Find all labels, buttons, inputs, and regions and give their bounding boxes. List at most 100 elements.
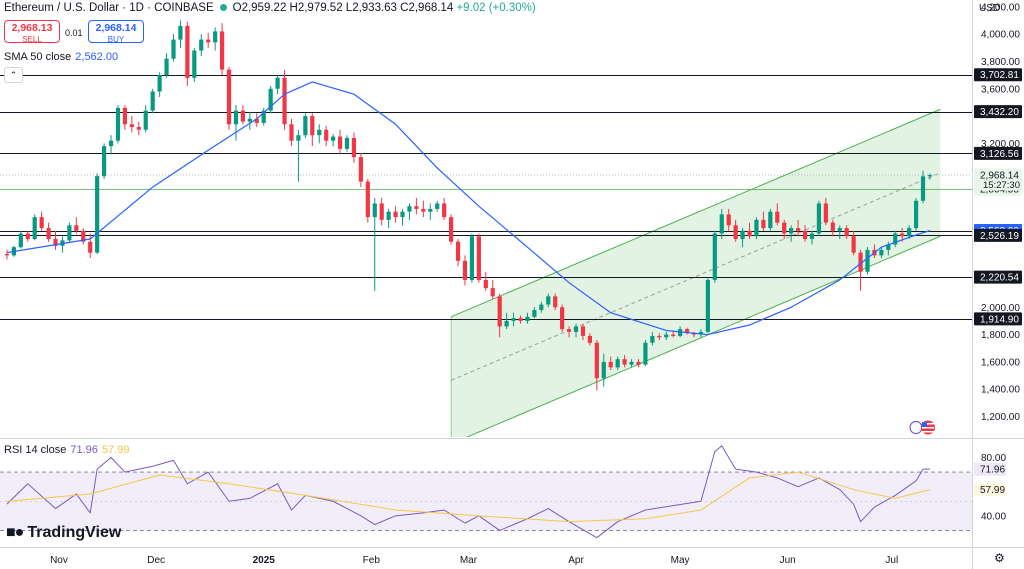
price-tick-label: 1,800.00 bbox=[981, 330, 1020, 341]
candle-body bbox=[449, 217, 454, 242]
rsi-legend[interactable]: RSI 14 close 71.96 57.99 bbox=[4, 444, 129, 456]
time-tick-label: Jul bbox=[885, 555, 898, 566]
candle-body bbox=[442, 203, 447, 218]
candles-group bbox=[4, 20, 933, 391]
price-tick-label: 3,600.00 bbox=[981, 84, 1020, 95]
candle-body bbox=[566, 329, 572, 332]
price-tick-label: 3,200.00 bbox=[981, 139, 1020, 150]
candle-body bbox=[199, 39, 204, 51]
level-price-label-bg bbox=[974, 146, 1022, 160]
candle-body bbox=[39, 217, 44, 229]
candle-body bbox=[4, 254, 10, 256]
candle-body bbox=[483, 279, 488, 289]
candle-body bbox=[115, 107, 121, 141]
candle-body bbox=[18, 233, 23, 248]
candle-body bbox=[740, 230, 745, 239]
candle-body bbox=[684, 329, 690, 334]
candle-body bbox=[219, 31, 225, 70]
candle-body bbox=[358, 157, 363, 182]
candle-body bbox=[587, 335, 592, 343]
channel-mid-line bbox=[450, 172, 941, 381]
price-tick-label: 1,200.00 bbox=[981, 412, 1020, 423]
candle-body bbox=[310, 116, 315, 136]
ohlc-readout: O2,959.22 H2,979.52 L2,933.63 C2,968.14 bbox=[232, 2, 454, 14]
candle-body bbox=[268, 88, 273, 111]
candle-body bbox=[32, 217, 37, 239]
flag-icon[interactable] bbox=[906, 419, 940, 436]
sma-legend-label: SMA 50 close bbox=[4, 51, 72, 63]
time-tick-label: Nov bbox=[50, 555, 68, 566]
market-open-dot bbox=[219, 3, 227, 11]
rsi-value-label-bg bbox=[974, 462, 1006, 476]
candle-body bbox=[81, 230, 86, 242]
candle-body bbox=[407, 206, 412, 212]
symbol-title[interactable]: Ethereum / U.S. Dollar · 1D · COINBASE bbox=[4, 2, 214, 14]
candle-body bbox=[497, 296, 502, 327]
level-price-label: 3,126.56 bbox=[980, 149, 1019, 160]
candle-body bbox=[816, 203, 822, 234]
candle-body bbox=[476, 236, 481, 280]
candle-body bbox=[275, 77, 280, 89]
candle-body bbox=[532, 309, 537, 317]
price-change: +9.02 (+0.30%) bbox=[456, 2, 536, 14]
sma-legend[interactable]: SMA 50 close 2,562.00 bbox=[4, 51, 118, 63]
candle-body bbox=[504, 320, 509, 327]
channel-group bbox=[0, 75, 972, 437]
candle-body bbox=[247, 118, 252, 122]
rsi-legend-value: 71.96 bbox=[70, 444, 98, 456]
candle-body bbox=[796, 228, 801, 231]
candle-body bbox=[303, 116, 308, 136]
gear-icon[interactable]: ⚙ bbox=[994, 551, 1005, 565]
rsi-ma-line bbox=[6, 471, 931, 523]
sell-label: SELL bbox=[22, 35, 42, 44]
candle-body bbox=[226, 69, 232, 125]
candle-body bbox=[414, 206, 419, 209]
collapse-legend-button[interactable]: ⌃ bbox=[4, 67, 23, 83]
candle-body bbox=[601, 361, 606, 379]
time-tick-label: May bbox=[671, 555, 690, 566]
candle-body bbox=[830, 222, 835, 231]
currency-selector[interactable]: USD bbox=[979, 3, 1001, 14]
candle-body bbox=[671, 334, 676, 336]
candle-body bbox=[462, 260, 468, 280]
candle-body bbox=[580, 326, 586, 336]
candle-body bbox=[400, 211, 405, 218]
candle-body bbox=[553, 296, 558, 308]
rsi-ma-legend-value: 57.99 bbox=[101, 444, 130, 456]
candle-body bbox=[837, 228, 842, 231]
candle-body bbox=[920, 176, 926, 201]
buy-button[interactable]: 2,968.14 BUY bbox=[88, 20, 144, 44]
candle-body bbox=[546, 296, 551, 305]
candle-body bbox=[664, 334, 669, 338]
time-tick-label: Mar bbox=[460, 555, 478, 566]
price-tick-label: 2,000.00 bbox=[981, 303, 1020, 314]
level-price-label: 3,702.81 bbox=[980, 70, 1019, 81]
candle-body bbox=[296, 135, 301, 141]
candle-body bbox=[678, 329, 683, 336]
candle-body bbox=[594, 342, 599, 379]
sell-button[interactable]: 2,968.13 SELL bbox=[4, 20, 60, 44]
candle-body bbox=[886, 244, 891, 250]
time-tick-label: 2025 bbox=[253, 555, 276, 566]
candle-body bbox=[317, 129, 322, 136]
candle-body bbox=[698, 331, 704, 335]
rsi-tick-label: 40.00 bbox=[981, 511, 1006, 522]
candle-body bbox=[102, 146, 107, 177]
candle-body bbox=[851, 236, 856, 253]
candle-body bbox=[240, 110, 245, 122]
sma-legend-value: 2,562.00 bbox=[75, 51, 119, 63]
candle-body bbox=[768, 211, 773, 229]
candle-body bbox=[782, 222, 787, 234]
candle-body bbox=[233, 110, 239, 125]
candle-body bbox=[539, 304, 544, 310]
candle-body bbox=[560, 307, 565, 330]
rsi-tick-label: 80.00 bbox=[981, 453, 1006, 464]
candle-body bbox=[157, 75, 162, 92]
candle-body bbox=[643, 342, 648, 365]
candle-body bbox=[650, 335, 655, 343]
candle-body bbox=[171, 39, 176, 59]
time-axis: Nov Dec 2025 Feb Mar Apr May Jun Jul bbox=[50, 555, 898, 566]
candle-body bbox=[289, 124, 294, 141]
